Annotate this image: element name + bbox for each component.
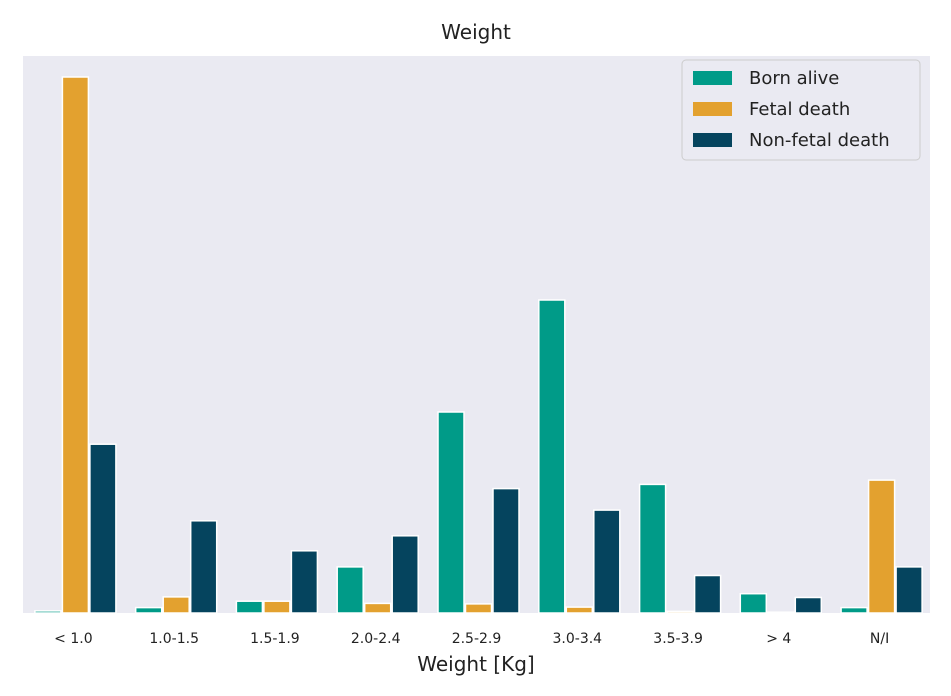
bar-non-fetal-death-1-0-1-5 xyxy=(189,520,218,614)
bar-fetal-death-4 xyxy=(767,611,795,614)
bar-fetal-death-3-0-3-4 xyxy=(565,606,594,614)
bar-non-fetal-death-n-i xyxy=(895,566,923,614)
bars-group xyxy=(34,76,923,614)
x-tick-label: < 1.0 xyxy=(54,631,92,647)
legend-label-fetal-death: Fetal death xyxy=(749,99,850,120)
x-tick-labels: < 1.0 1.0-1.5 1.5-1.9 2.0-2.4 2.5-2.9 3.0-3.4… xyxy=(54,631,889,647)
bar-fetal-death-2-0-2-4 xyxy=(363,602,392,614)
bar-fetal-death-2-5-2-9 xyxy=(464,603,493,614)
x-tick-label: 2.5-2.9 xyxy=(452,631,502,647)
legend-label-born-alive: Born alive xyxy=(749,68,839,89)
bar-born-alive-n-i xyxy=(840,606,868,614)
bar-born-alive-2-0-2-4 xyxy=(336,566,364,614)
bar-non-fetal-death-1-5-1-9 xyxy=(290,550,319,614)
bar-born-alive-3-5-3-9 xyxy=(638,483,667,614)
x-tick-label: N/I xyxy=(870,631,889,647)
bar-fetal-death-1-0 xyxy=(61,76,90,614)
x-tick-label: 3.5-3.9 xyxy=(653,631,703,647)
bar-non-fetal-death-4 xyxy=(794,596,823,614)
x-tick-label: > 4 xyxy=(766,631,791,647)
bar-non-fetal-death-3-5-3-9 xyxy=(693,574,722,614)
bar-born-alive-1-5-1-9 xyxy=(235,600,264,614)
x-tick-label: 1.5-1.9 xyxy=(250,631,300,647)
legend: Born alive Fetal death Non-fetal death xyxy=(681,59,921,161)
bar-born-alive-1-0 xyxy=(34,610,62,614)
bar-born-alive-4 xyxy=(739,592,768,614)
bar-born-alive-2-5-2-9 xyxy=(437,411,465,614)
bar-fetal-death-n-i xyxy=(867,479,896,614)
bar-non-fetal-death-2-0-2-4 xyxy=(391,535,419,614)
bar-born-alive-3-0-3-4 xyxy=(538,299,566,614)
x-tick-label: 2.0-2.4 xyxy=(351,631,401,647)
bar-fetal-death-3-5-3-9 xyxy=(666,610,694,614)
legend-label-non-fetal-death: Non-fetal death xyxy=(749,130,890,151)
bar-non-fetal-death-1-0 xyxy=(89,443,117,614)
bar-fetal-death-1-5-1-9 xyxy=(263,600,291,614)
x-tick-label: 3.0-3.4 xyxy=(553,631,603,647)
legend-box xyxy=(681,59,921,161)
bar-born-alive-1-0-1-5 xyxy=(134,606,163,614)
bar-non-fetal-death-3-0-3-4 xyxy=(593,509,621,614)
bar-fetal-death-1-0-1-5 xyxy=(162,596,190,614)
bar-non-fetal-death-2-5-2-9 xyxy=(492,487,520,614)
chart-title: Weight xyxy=(441,20,511,44)
legend-swatch-born-alive xyxy=(693,71,732,85)
x-axis-label: Weight [Kg] xyxy=(417,652,534,676)
legend-swatch-non-fetal-death xyxy=(693,133,732,147)
x-tick-label: 1.0-1.5 xyxy=(149,631,199,647)
legend-swatch-fetal-death xyxy=(693,102,732,116)
